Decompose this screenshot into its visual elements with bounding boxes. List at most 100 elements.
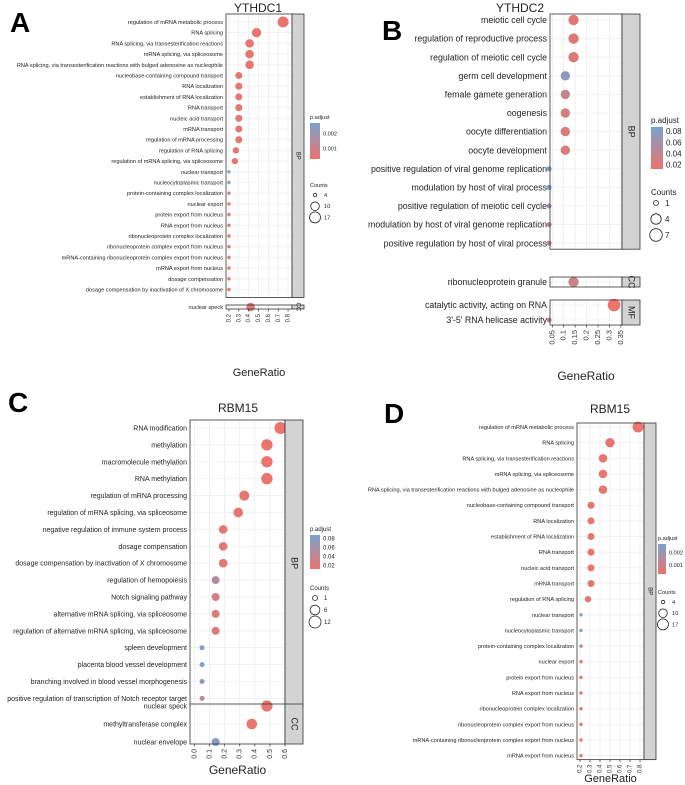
data-point — [579, 707, 583, 711]
data-point — [235, 125, 243, 133]
size-key-circle — [309, 604, 321, 616]
data-point — [199, 695, 205, 701]
facet-strip-label: BP — [294, 152, 300, 160]
term-label: RNA transport — [539, 550, 575, 556]
colorbar-tick-label: 0.08 — [323, 537, 335, 543]
facet-bp: regulation of mRNA metabolic process RNA … — [17, 13, 305, 298]
term-label: nucleocytoplasmic transport — [154, 180, 224, 186]
legend-title: p.adjust — [658, 536, 678, 542]
data-point — [199, 679, 205, 684]
data-point — [546, 240, 552, 246]
data-point — [568, 276, 579, 288]
data-point — [231, 157, 239, 165]
data-point — [579, 691, 583, 695]
panel-letter: A — [10, 7, 30, 38]
legend: p.adjust 0.08 0.06 0.04 0.02 Counts 1 6 12 — [308, 527, 335, 629]
data-point — [560, 108, 571, 118]
panel-letter: D — [384, 398, 404, 429]
term-label: protein-containing complex localization — [478, 644, 574, 650]
size-legend-title: Counts — [310, 586, 329, 592]
term-label: positive regulation of transcription of … — [7, 696, 187, 703]
panel-d: D RBM15 regulation of mRNA metabolic proce… — [368, 398, 683, 785]
data-point — [587, 517, 595, 525]
x-tick-label: 0.8 — [638, 764, 644, 773]
legend: p.adjust 0.08 0.06 0.04 0.02 Counts 1 4 7 — [649, 116, 682, 242]
term-label: dosage compensation by inactivation of X… — [15, 561, 187, 568]
colorbar — [310, 535, 320, 569]
size-legend-title: Counts — [310, 183, 328, 189]
facet-strip-label: BP — [290, 557, 300, 569]
term-label: modulation by host of viral genome repli… — [368, 220, 547, 230]
size-key-circle — [309, 211, 321, 224]
term-label: regulation of RNA splicing — [159, 148, 223, 154]
x-tick-label: 0.15 — [570, 330, 579, 345]
data-point — [560, 89, 571, 100]
term-label: regulation of mRNA splicing, via spliceo… — [47, 510, 187, 517]
colorbar — [651, 127, 663, 169]
term-label: placenta blood vessel development — [78, 662, 187, 669]
data-point — [227, 245, 231, 249]
data-point — [579, 738, 583, 742]
data-point — [211, 609, 220, 618]
x-axis-label: GeneRatio — [557, 369, 615, 383]
facet-mf: catalytic activity, acting on RNA 3'-5' R… — [425, 298, 641, 326]
x-tick-label: 0.6 — [266, 313, 272, 322]
colorbar-tick-label: 0.06 — [323, 546, 335, 552]
term-label: positive regulation of meiotic cell cycl… — [398, 201, 547, 211]
term-label: oocyte differentiation — [466, 127, 547, 137]
data-point — [227, 287, 231, 292]
data-point — [235, 114, 243, 122]
term-label: nuclear speck — [188, 305, 223, 311]
x-tick-label: 0.2 — [222, 749, 229, 759]
term-label: mRNA-containing ribonucleoprotein comple… — [413, 738, 575, 744]
term-label: methyltransferase complex — [103, 721, 187, 728]
term-label: RNA splicing, via transesterification re… — [17, 63, 223, 69]
data-point — [579, 660, 583, 664]
data-point — [245, 49, 254, 59]
facet-cc: ribonucleoprotein granule CC — [448, 276, 641, 289]
legend-title: p.adjust — [310, 527, 331, 533]
facet-bp: RNA modification methylation macromolecule… — [7, 419, 304, 707]
size-key-label: 10 — [324, 204, 330, 210]
x-tick-label: 0.4 — [598, 764, 604, 773]
x-tick-label: 0.25 — [593, 330, 602, 345]
term-label: branching involved in blood vessel morph… — [31, 679, 188, 686]
data-point — [235, 93, 243, 101]
data-point — [245, 39, 254, 48]
legend-title: p.adjust — [310, 115, 330, 121]
x-tick-label: 0.5 — [256, 313, 262, 322]
term-label: regulation of hemopoiesis — [107, 578, 187, 585]
x-tick-label: 0.8 — [286, 313, 292, 322]
size-key-circle — [657, 618, 669, 631]
term-label: nuclear transport — [181, 170, 223, 176]
term-label: regulation of alternative mRNA splicing,… — [13, 628, 187, 635]
term-label: mRNA-containing ribonucleoprotein comple… — [62, 255, 224, 261]
term-label: nucleocytoplasmic transport — [505, 628, 575, 634]
term-label: 3'-5' RNA helicase activity — [446, 315, 547, 325]
data-point — [607, 298, 621, 312]
x-tick-label: 0.7 — [628, 764, 634, 773]
size-key-label: 12 — [324, 620, 331, 626]
term-label: RNA localization — [533, 519, 574, 525]
size-key-circle — [649, 228, 663, 242]
size-key-label: 1 — [324, 596, 328, 602]
term-label: nucleic acid transport — [170, 116, 223, 122]
data-point — [546, 203, 552, 209]
term-label: RNA splicing — [542, 441, 574, 447]
term-label: regulation of mRNA splicing, via spliceo… — [111, 159, 223, 165]
x-axis-label: GeneRatio — [233, 367, 286, 379]
term-label: ribonucleoprotein complex export from nu… — [458, 722, 574, 728]
term-label: RNA splicing — [191, 31, 223, 37]
data-point — [218, 558, 228, 568]
x-tick-label: 0.4 — [246, 313, 252, 322]
data-point — [579, 613, 583, 617]
facet-bp: regulation of mRNA metabolic process RNA … — [368, 421, 657, 761]
size-key-circle — [312, 595, 318, 601]
size-legend-title: Counts — [651, 188, 676, 197]
x-tick-label: 0.0 — [191, 749, 198, 759]
legend: p.adjust 0.002 0.001 Counts 4 10 17 — [657, 536, 683, 631]
data-point — [598, 469, 608, 479]
facet-strip-label: BP — [627, 126, 637, 138]
size-key-circle — [312, 192, 318, 198]
